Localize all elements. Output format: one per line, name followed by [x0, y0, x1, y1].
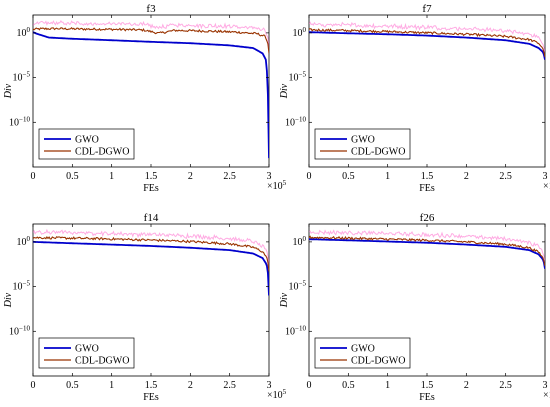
y-tick-label: 10−10	[285, 115, 306, 128]
series-line-CDL-DGWO	[33, 236, 269, 272]
x-tick-label: 3	[267, 380, 272, 391]
legend-label-CDL-DGWO: CDL-DGWO	[351, 147, 405, 158]
chart-panel-f26: 0 0.5 1 1.5 2 2.5 3 100 10−5 10−10 f26 FEs ×105 Div GW…	[279, 212, 550, 403]
x-tick-label: 2	[188, 380, 193, 391]
x-tick-label: 0	[307, 380, 312, 391]
legend-box	[314, 128, 411, 160]
y-tick-label: 100	[293, 235, 307, 248]
x-tick-label: 1.5	[421, 171, 434, 182]
x-tick-label: 0	[31, 380, 36, 391]
x-axis-exponent: ×105	[267, 179, 287, 192]
x-tick-label: 2.5	[499, 171, 512, 182]
plot-marks	[33, 228, 269, 296]
x-tick-label: 1.5	[421, 380, 434, 391]
legend-box	[38, 128, 135, 160]
series-line-CDL-DGWO	[309, 235, 545, 267]
y-axis-label: Div	[3, 292, 14, 308]
x-tick-label: 2	[188, 171, 193, 182]
plot-marks	[309, 229, 545, 269]
panel-title: f14	[144, 212, 159, 224]
y-tick-label: 100	[17, 26, 31, 39]
x-tick-label: 1	[385, 171, 390, 182]
x-tick-label: 0.5	[342, 380, 355, 391]
y-tick-label: 10−10	[9, 324, 30, 337]
series-line-GWO	[309, 238, 545, 269]
series-line-CDL-DGWO	[309, 28, 545, 58]
legend-label-GWO: GWO	[75, 344, 99, 355]
legend-label-GWO: GWO	[351, 135, 375, 146]
x-axis-label: FEs	[419, 392, 435, 403]
legend-label-CDL-DGWO: CDL-DGWO	[351, 356, 405, 367]
legend-label-CDL-DGWO: CDL-DGWO	[75, 147, 129, 158]
series-spread-band	[33, 20, 269, 48]
y-axis-label: Div	[279, 83, 290, 99]
plot-marks	[33, 20, 269, 159]
x-tick-label: 0.5	[66, 171, 79, 182]
x-axis-exponent: ×105	[543, 388, 550, 401]
series-spread-band	[309, 21, 545, 53]
legend-label-CDL-DGWO: CDL-DGWO	[75, 356, 129, 367]
x-axis-exponent: ×105	[267, 388, 287, 401]
x-tick-label: 0	[31, 171, 36, 182]
y-tick-label: 100	[293, 26, 307, 39]
chart-panel-f3: 0 0.5 1 1.5 2 2.5 3 100 10−5 10−10 f3 FEs ×105 Div GWO…	[3, 3, 287, 194]
x-tick-label: 0	[307, 171, 312, 182]
series-line-GWO	[33, 31, 269, 159]
legend-label-GWO: GWO	[351, 344, 375, 355]
legend-box	[38, 337, 135, 369]
series-line-CDL-DGWO	[33, 27, 269, 54]
x-axis-label: FEs	[419, 183, 435, 194]
panel-title: f3	[146, 3, 156, 15]
series-line-GWO	[33, 240, 269, 296]
x-tick-label: 2.5	[223, 171, 236, 182]
y-tick-label: 10−5	[289, 71, 307, 84]
x-tick-label: 1	[385, 380, 390, 391]
y-tick-label: 100	[17, 235, 31, 248]
y-tick-label: 10−5	[289, 280, 307, 293]
x-tick-label: 1.5	[145, 171, 158, 182]
x-tick-label: 3	[543, 171, 548, 182]
x-tick-label: 3	[543, 380, 548, 391]
x-axis-label: FEs	[143, 392, 159, 403]
chart-panel-f7: 0 0.5 1 1.5 2 2.5 3 100 10−5 10−10 f7 FEs ×105 Div GWO…	[279, 3, 550, 194]
y-axis-label: Div	[3, 83, 14, 99]
series-spread-band	[309, 229, 545, 262]
x-tick-label: 2	[464, 171, 469, 182]
plot-marks	[309, 21, 545, 60]
panel-title: f7	[422, 3, 432, 15]
x-tick-label: 1.5	[145, 380, 158, 391]
x-tick-label: 2.5	[499, 380, 512, 391]
legend-label-GWO: GWO	[75, 135, 99, 146]
x-tick-label: 0.5	[66, 380, 79, 391]
legend-box	[314, 337, 411, 369]
x-tick-label: 3	[267, 171, 272, 182]
x-tick-label: 1	[109, 171, 114, 182]
x-tick-label: 2	[464, 380, 469, 391]
series-spread-band	[33, 228, 269, 267]
x-tick-label: 1	[109, 380, 114, 391]
x-tick-label: 2.5	[223, 380, 236, 391]
chart-panel-f14: 0 0.5 1 1.5 2 2.5 3 100 10−5 10−10 f14 FEs ×105 Div GW…	[3, 212, 287, 403]
panel-title: f26	[420, 212, 435, 224]
y-axis-label: Div	[279, 292, 290, 308]
y-tick-label: 10−10	[285, 324, 306, 337]
x-tick-label: 0.5	[342, 171, 355, 182]
y-tick-label: 10−5	[13, 71, 31, 84]
y-tick-label: 10−10	[9, 115, 30, 128]
x-axis-label: FEs	[143, 183, 159, 194]
x-axis-exponent: ×105	[543, 179, 550, 192]
y-tick-label: 10−5	[13, 280, 31, 293]
series-line-GWO	[309, 31, 545, 60]
